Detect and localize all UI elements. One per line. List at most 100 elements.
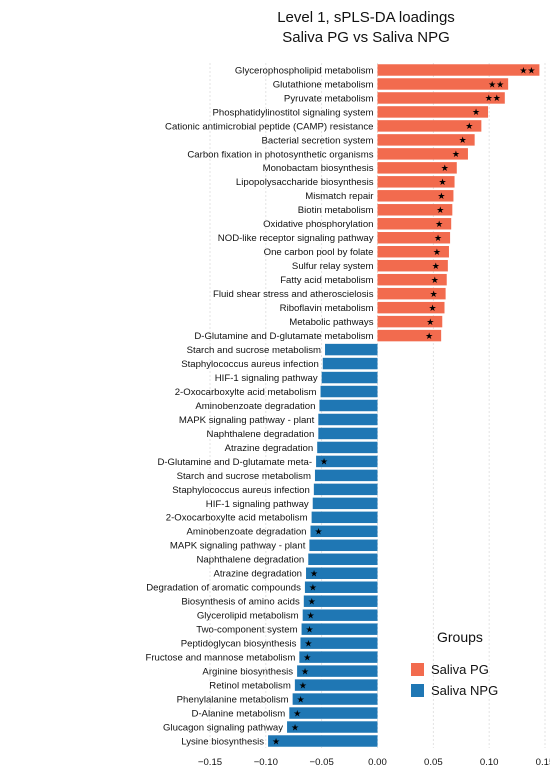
- category-label: Biosynthesis of amino acids: [181, 597, 300, 608]
- bar: [319, 399, 378, 412]
- category-label: Aminobenzoate degradation: [186, 527, 306, 538]
- category-label: MAPK signaling pathway - plant: [179, 415, 315, 426]
- category-label: Retinol metabolism: [209, 680, 291, 691]
- bar: [294, 679, 378, 691]
- legend: Groups Saliva PG Saliva NPG: [411, 629, 498, 698]
- bar: [377, 329, 442, 342]
- significance-star: ★: [310, 570, 318, 580]
- legend-swatch-saliva-pg: [411, 663, 424, 676]
- bar: [299, 651, 378, 663]
- category-label: 2-Oxocarboxylte acid metabolism: [166, 513, 308, 524]
- bar: [292, 693, 378, 705]
- bar: [377, 92, 505, 104]
- bar: [314, 469, 378, 482]
- significance-stars: ★★★★★★★★★★★★★★★★★★★★★★★★★★★★★★★★★★★★★★: [272, 66, 535, 747]
- bar: [318, 427, 378, 440]
- significance-star: ★: [459, 136, 467, 146]
- bar: [377, 106, 489, 118]
- significance-star: ★: [299, 681, 307, 691]
- bars: [268, 64, 540, 747]
- bar: [377, 301, 445, 314]
- category-label: Sulfur relay system: [292, 261, 374, 272]
- category-label: Degradation of aromatic compounds: [146, 583, 301, 594]
- significance-star: ★: [304, 639, 312, 649]
- x-tick-label: 0.10: [480, 757, 499, 768]
- legend-label-saliva-pg: Saliva PG: [431, 662, 489, 677]
- category-label: Biotin metabolism: [298, 205, 374, 216]
- bar: [377, 120, 482, 132]
- category-label: Carbon fixation in photosynthetic organi…: [187, 149, 373, 160]
- category-label: Atrazine degradation: [213, 569, 302, 580]
- bar: [308, 553, 378, 566]
- significance-star: ★: [306, 625, 314, 635]
- bar: [322, 357, 378, 370]
- bar: [303, 595, 378, 607]
- significance-star: ★: [426, 318, 434, 328]
- significance-star: ★: [320, 458, 328, 468]
- bar: [302, 609, 378, 621]
- category-label: Fatty acid metabolism: [280, 275, 373, 286]
- bar: [377, 190, 454, 202]
- x-tick-label: 0.15: [536, 757, 550, 768]
- bar: [268, 735, 378, 747]
- category-label: Pyruvate metabolism: [284, 93, 374, 104]
- significance-star: ★: [309, 584, 317, 594]
- significance-star: ★: [441, 164, 449, 174]
- bar: [309, 539, 378, 552]
- category-label: Bacterial secretion system: [262, 135, 374, 146]
- bar: [304, 581, 378, 593]
- legend-title: Groups: [437, 629, 483, 645]
- category-label: Two-component system: [196, 625, 297, 636]
- legend-swatch-saliva-npg: [411, 684, 424, 697]
- bar: [313, 483, 378, 496]
- bar: [377, 315, 443, 328]
- category-label: Aminobenzoate degradation: [195, 401, 315, 412]
- bar: [306, 567, 378, 579]
- bar: [310, 525, 378, 538]
- bar: [377, 64, 540, 76]
- significance-star: ★: [293, 709, 301, 719]
- bar: [316, 455, 378, 468]
- bar: [377, 148, 468, 160]
- category-label: HIF-1 signaling pathway: [206, 499, 309, 510]
- category-label: Staphylococcus aureus infection: [172, 485, 310, 496]
- significance-star: ★: [301, 667, 309, 677]
- significance-star: ★: [436, 206, 444, 216]
- significance-star: ★: [303, 653, 311, 663]
- category-label: NOD-like receptor signaling pathway: [218, 233, 374, 244]
- bar: [321, 371, 378, 384]
- category-label: D-Alanine metabolism: [191, 708, 285, 719]
- significance-star: ★: [297, 695, 305, 705]
- category-label: Glutathione metabolism: [273, 79, 374, 90]
- category-label: Arginine biosynthesis: [202, 667, 293, 678]
- category-label: Monobactam biosynthesis: [263, 163, 374, 174]
- significance-star: ★: [425, 332, 433, 342]
- significance-star: ★: [308, 598, 316, 608]
- bar: [377, 78, 509, 90]
- significance-star: ★: [452, 150, 460, 160]
- category-label: Naphthalene degradation: [197, 555, 305, 566]
- bar: [317, 441, 378, 454]
- significance-star: ★: [433, 248, 441, 258]
- bar: [377, 162, 457, 174]
- bar: [300, 637, 378, 649]
- bar: [377, 232, 451, 244]
- bar: [325, 343, 378, 356]
- category-label: Cationic antimicrobial peptide (CAMP) re…: [165, 121, 373, 132]
- significance-star: ★: [434, 234, 442, 244]
- bar: [287, 721, 378, 733]
- bar: [311, 511, 378, 524]
- significance-star: ★: [307, 611, 315, 621]
- x-tick-label: 0.05: [424, 757, 443, 768]
- chart-header: Level 1, sPLS-DA loadings Saliva PG vs S…: [277, 9, 455, 46]
- x-tick-label: −0.15: [198, 757, 222, 768]
- category-label: Starch and sucrose metabolism: [177, 471, 311, 482]
- significance-star: ★★: [488, 80, 504, 90]
- category-label: Naphthalene degradation: [207, 429, 315, 440]
- category-label: Lysine biosynthesis: [181, 736, 264, 747]
- significance-star: ★: [437, 192, 445, 202]
- bar: [377, 259, 448, 272]
- significance-star: ★: [472, 108, 480, 118]
- bar: [318, 413, 378, 426]
